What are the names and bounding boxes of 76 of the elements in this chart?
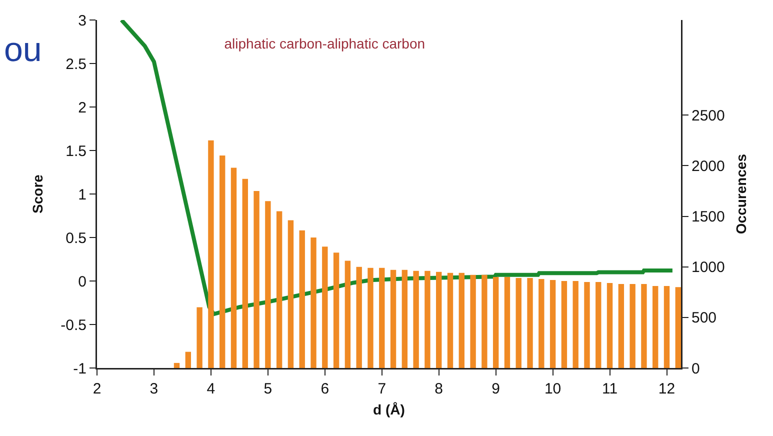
bar <box>276 211 282 368</box>
bar <box>561 281 568 368</box>
bar <box>436 272 442 368</box>
x-tick-label: 10 <box>544 380 562 398</box>
bar <box>447 272 454 368</box>
bar <box>618 284 624 368</box>
bar <box>584 282 590 368</box>
bar <box>368 268 374 368</box>
x-tick-label: 12 <box>658 380 676 398</box>
x-axis-title: d (Å) <box>373 402 405 418</box>
text: aliphatic carbon-aliphatic carbon <box>224 36 426 52</box>
y-tick-label: 1 <box>78 186 86 204</box>
bar <box>482 274 488 368</box>
bar <box>538 278 544 368</box>
x-tick-label: 4 <box>206 380 216 398</box>
y-tick-label: 3 <box>78 12 86 30</box>
bar <box>596 282 602 368</box>
y2-tick-label: 500 <box>692 310 717 327</box>
bar <box>641 284 647 368</box>
x-tick-label: 11 <box>602 380 618 398</box>
y2-tick-label: 1500 <box>692 208 725 226</box>
y-tick-label: -1 <box>73 360 86 378</box>
bar <box>333 252 340 368</box>
bar <box>356 266 362 368</box>
bar <box>652 286 658 368</box>
y2-tick-label: 2500 <box>692 107 725 124</box>
bar <box>630 284 636 368</box>
bar <box>606 283 613 368</box>
bar <box>492 276 499 368</box>
bar <box>242 178 248 368</box>
bar <box>516 278 522 368</box>
x-tick-label: 8 <box>434 380 444 398</box>
bar <box>675 287 681 368</box>
x-tick-label: 2 <box>92 380 102 398</box>
bar <box>196 307 202 368</box>
bar <box>208 140 214 368</box>
bar <box>344 260 351 368</box>
bar <box>379 268 385 368</box>
x-tick-label: 7 <box>378 380 386 398</box>
y-tick-label: -0.5 <box>60 316 86 334</box>
x-tick-label: 9 <box>492 380 500 398</box>
bar <box>288 220 294 368</box>
y-tick-label: 1.5 <box>66 142 86 160</box>
y-tick-label: 0.5 <box>66 230 86 247</box>
y-tick-label: 2 <box>78 99 86 116</box>
bar <box>527 278 533 368</box>
bar <box>265 201 271 368</box>
bar <box>322 246 328 368</box>
y-tick-label: 2.5 <box>66 56 86 73</box>
bar <box>310 238 316 368</box>
bar <box>220 156 226 368</box>
bar <box>230 168 237 368</box>
y2-tick-label: 2000 <box>692 158 725 175</box>
bar <box>185 352 192 368</box>
bar <box>299 230 305 368</box>
bar <box>550 280 556 368</box>
bar <box>413 270 419 368</box>
y-axis-title: Score <box>29 174 46 214</box>
x-tick-label: 5 <box>264 380 272 398</box>
bar <box>402 270 408 368</box>
y2-tick-label: 1000 <box>692 259 725 276</box>
bar <box>504 276 510 368</box>
bar <box>390 270 396 368</box>
bar <box>458 272 464 368</box>
bar <box>664 286 670 368</box>
y2-axis-title: Occurences <box>732 154 749 234</box>
bar <box>470 274 476 368</box>
x-tick-label: 3 <box>150 380 158 398</box>
x-tick-label: 6 <box>320 380 330 398</box>
text: ou <box>4 31 42 69</box>
y2-tick-label: 0 <box>692 360 700 378</box>
bar <box>572 281 578 368</box>
bar <box>254 190 260 368</box>
bar <box>174 362 180 368</box>
y-tick-label: 0 <box>78 273 86 290</box>
bar <box>424 270 430 368</box>
